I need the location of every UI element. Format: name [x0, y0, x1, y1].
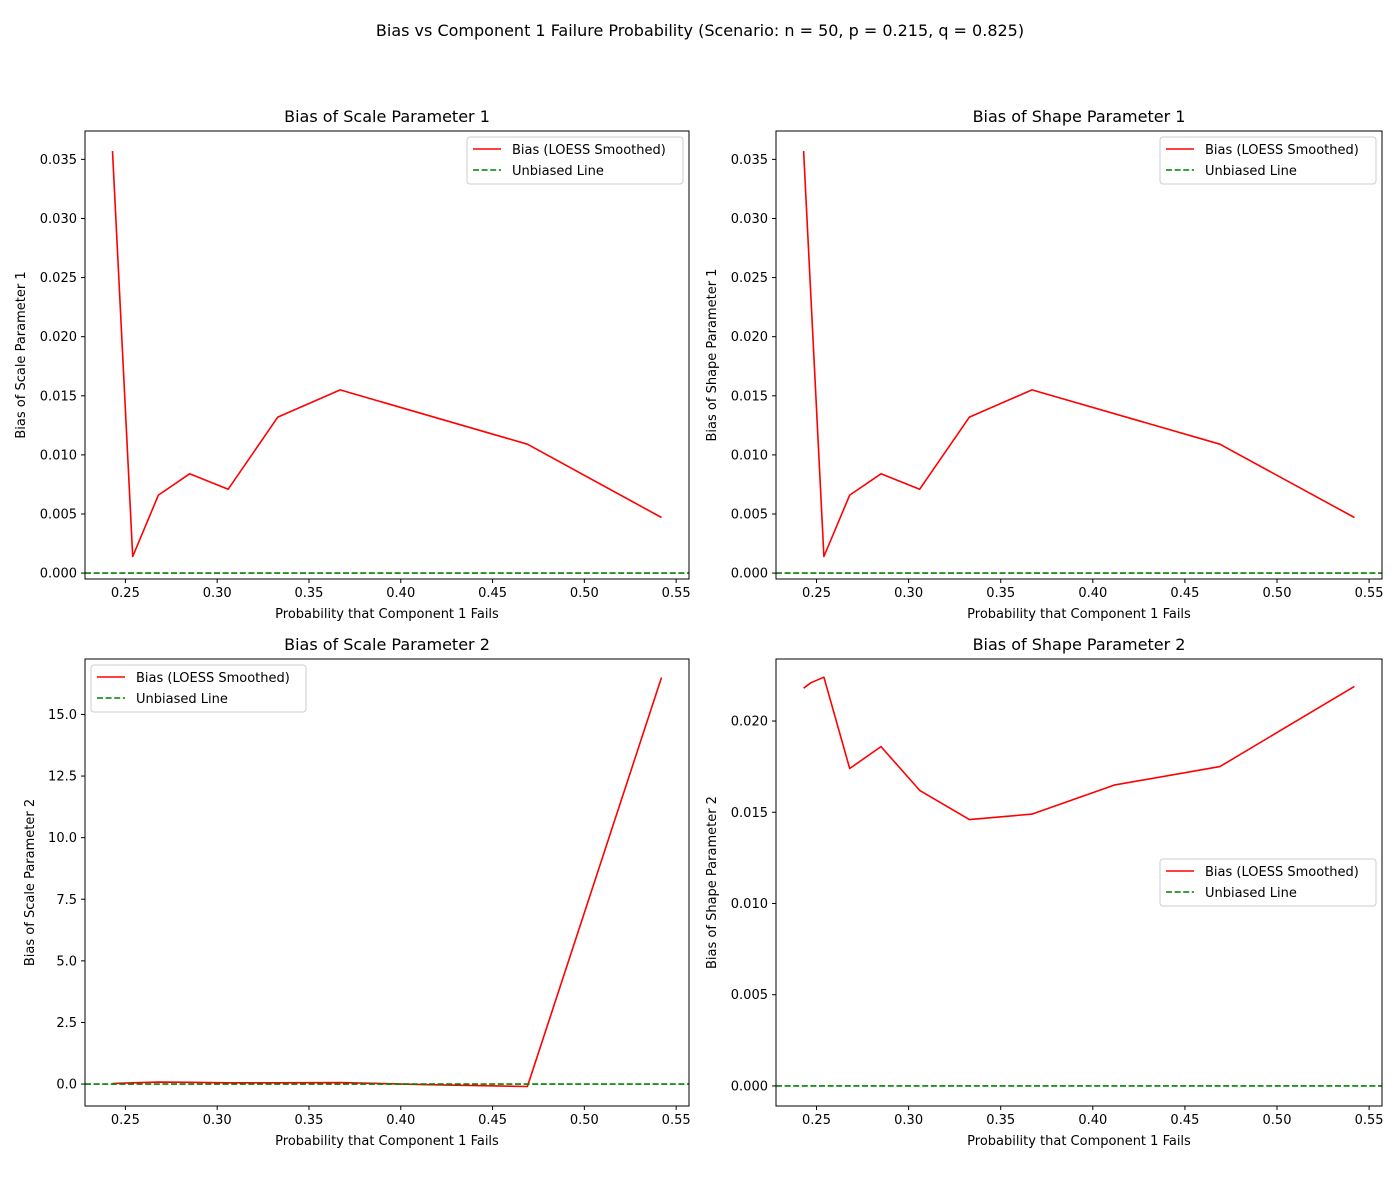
- chart-1-x-tick-label: 0.40: [386, 586, 415, 601]
- chart-2-x-tick-label: 0.45: [1170, 586, 1199, 601]
- chart-3-bias-line: [112, 677, 663, 1088]
- chart-3-y-tick-label: 7.5: [56, 893, 77, 908]
- chart-4-y-tick-label: 0.005: [731, 988, 768, 1003]
- chart-1-y-tick-label: 0.035: [40, 153, 77, 168]
- figure-title: Bias vs Component 1 Failure Probability …: [375, 21, 1025, 40]
- chart-4-axes-frame: [775, 658, 1383, 1107]
- chart-2-x-axis-label: Probability that Component 1 Fails: [967, 607, 1191, 622]
- chart-4-legend-box: [1159, 858, 1377, 907]
- chart-2-bias-line: [802, 151, 1355, 558]
- chart-4-x-axis-label: Probability that Component 1 Fails: [967, 1134, 1191, 1149]
- chart-4-x-tick-label: 0.35: [986, 1113, 1015, 1128]
- chart-group-scale-2: Bias of Scale Parameter 2 0.25 0.30 0.35 0.4…: [23, 635, 691, 1149]
- chart-4-y-tick-label: 0.010: [731, 897, 768, 912]
- chart-1-x-tick-label: 0.25: [111, 586, 140, 601]
- chart-4-x-tick-label: 0.30: [894, 1113, 923, 1128]
- chart-2-legend-box: [1159, 136, 1377, 185]
- chart-2-x-tick-label: 0.40: [1078, 586, 1107, 601]
- chart-2-y-tick-label: 0.015: [731, 389, 768, 404]
- chart-1-y-tick-label: 0.025: [40, 271, 77, 286]
- chart-1-y-tick-label: 0.010: [40, 448, 77, 463]
- chart-4-y-tick-label: 0.015: [731, 806, 768, 821]
- chart-2-x-tick-label: 0.30: [894, 586, 923, 601]
- chart-3-x-tick-label: 0.25: [111, 1113, 140, 1128]
- chart-2-y-tick-label: 0.030: [731, 212, 768, 227]
- chart-4-title: Bias of Shape Parameter 2: [973, 635, 1186, 654]
- chart-3-axes-frame: [84, 658, 690, 1107]
- chart-group-shape-1: Bias of Shape Parameter 1 0.25 0.30 0.35 0.4…: [705, 107, 1384, 622]
- chart-4-x-tick-label: 0.25: [802, 1113, 831, 1128]
- chart-3-x-axis-label: Probability that Component 1 Fails: [275, 1134, 499, 1149]
- chart-1-x-tick-label: 0.35: [294, 586, 323, 601]
- chart-2-legend-label: Bias (LOESS Smoothed): [1205, 143, 1359, 158]
- chart-2-y-tick-label: 0.005: [731, 507, 768, 522]
- chart-4-x-tick-label: 0.50: [1263, 1113, 1292, 1128]
- chart-2-x-tick-label: 0.55: [1355, 586, 1384, 601]
- chart-1-x-tick-label: 0.45: [478, 586, 507, 601]
- chart-3-x-tick-label: 0.45: [478, 1113, 507, 1128]
- chart-1-x-tick-label: 0.55: [662, 586, 691, 601]
- chart-3-legend-box: [90, 664, 307, 713]
- chart-1-bias-line: [111, 151, 662, 558]
- chart-2-legend-label: Unbiased Line: [1205, 164, 1297, 179]
- chart-3-y-tick-label: 5.0: [56, 954, 77, 969]
- chart-3-x-tick-label: 0.55: [662, 1113, 691, 1128]
- chart-4-x-tick-label: 0.45: [1170, 1113, 1199, 1128]
- chart-2-y-tick-label: 0.010: [731, 448, 768, 463]
- chart-3-y-tick-label: 0.0: [56, 1078, 77, 1093]
- chart-2-title: Bias of Shape Parameter 1: [973, 107, 1186, 126]
- chart-1-y-tick-label: 0.020: [40, 330, 77, 345]
- chart-1-x-tick-label: 0.30: [203, 586, 232, 601]
- chart-1-x-tick-label: 0.50: [570, 586, 599, 601]
- chart-2-x-tick-label: 0.50: [1263, 586, 1292, 601]
- chart-2-y-axis-label: Bias of Shape Parameter 1: [705, 269, 720, 442]
- chart-1-y-tick-label: 0.005: [40, 507, 77, 522]
- chart-1-y-tick-label: 0.030: [40, 212, 77, 227]
- chart-4-x-tick-label: 0.40: [1078, 1113, 1107, 1128]
- chart-3-y-tick-label: 15.0: [48, 708, 77, 723]
- chart-3-x-tick-label: 0.35: [294, 1113, 323, 1128]
- chart-2-y-tick-label: 0.035: [731, 153, 768, 168]
- chart-1-legend-box: [466, 136, 684, 185]
- chart-2-y-tick-label: 0.000: [731, 567, 768, 582]
- chart-1-y-tick-label: 0.015: [40, 389, 77, 404]
- chart-4-y-tick-label: 0.000: [731, 1079, 768, 1094]
- chart-3-y-tick-label: 2.5: [56, 1016, 77, 1031]
- chart-1-x-axis-label: Probability that Component 1 Fails: [275, 607, 499, 622]
- chart-4-y-axis-label: Bias of Shape Parameter 2: [705, 796, 720, 969]
- chart-4-y-tick-label: 0.020: [731, 715, 768, 730]
- chart-2-y-tick-label: 0.020: [731, 330, 768, 345]
- chart-group-shape-2: Bias of Shape Parameter 2 0.25 0.30 0.35 0.4…: [705, 635, 1384, 1149]
- chart-3-x-tick-label: 0.50: [570, 1113, 599, 1128]
- chart-2-y-tick-label: 0.025: [731, 271, 768, 286]
- chart-3-x-tick-label: 0.40: [386, 1113, 415, 1128]
- chart-3-x-tick-label: 0.30: [203, 1113, 232, 1128]
- chart-3-legend-label: Unbiased Line: [136, 692, 228, 707]
- chart-2-x-tick-label: 0.35: [986, 586, 1015, 601]
- chart-3-y-axis-label: Bias of Scale Parameter 2: [23, 799, 38, 966]
- chart-4-x-tick-label: 0.55: [1355, 1113, 1384, 1128]
- chart-1-axes-frame: [84, 130, 690, 580]
- chart-3-y-tick-label: 10.0: [48, 831, 77, 846]
- chart-1-legend-label: Bias (LOESS Smoothed): [512, 143, 666, 158]
- chart-3-y-tick-label: 12.5: [48, 770, 77, 785]
- chart-3-title: Bias of Scale Parameter 2: [284, 635, 490, 654]
- chart-1-title: Bias of Scale Parameter 1: [284, 107, 490, 126]
- chart-4-legend-label: Bias (LOESS Smoothed): [1205, 865, 1359, 880]
- chart-group-scale-1: Bias of Scale Parameter 1 0.25 0.30 0.35 0.4…: [14, 107, 691, 622]
- chart-3-legend-label: Bias (LOESS Smoothed): [136, 671, 290, 686]
- chart-4-legend-label: Unbiased Line: [1205, 886, 1297, 901]
- chart-1-y-axis-label: Bias of Scale Parameter 1: [14, 271, 29, 438]
- chart-2-axes-frame: [775, 130, 1383, 580]
- chart-4-bias-line: [803, 676, 1355, 821]
- chart-2-x-tick-label: 0.25: [802, 586, 831, 601]
- chart-1-y-tick-label: 0.000: [40, 567, 77, 582]
- chart-1-legend-label: Unbiased Line: [512, 164, 604, 179]
